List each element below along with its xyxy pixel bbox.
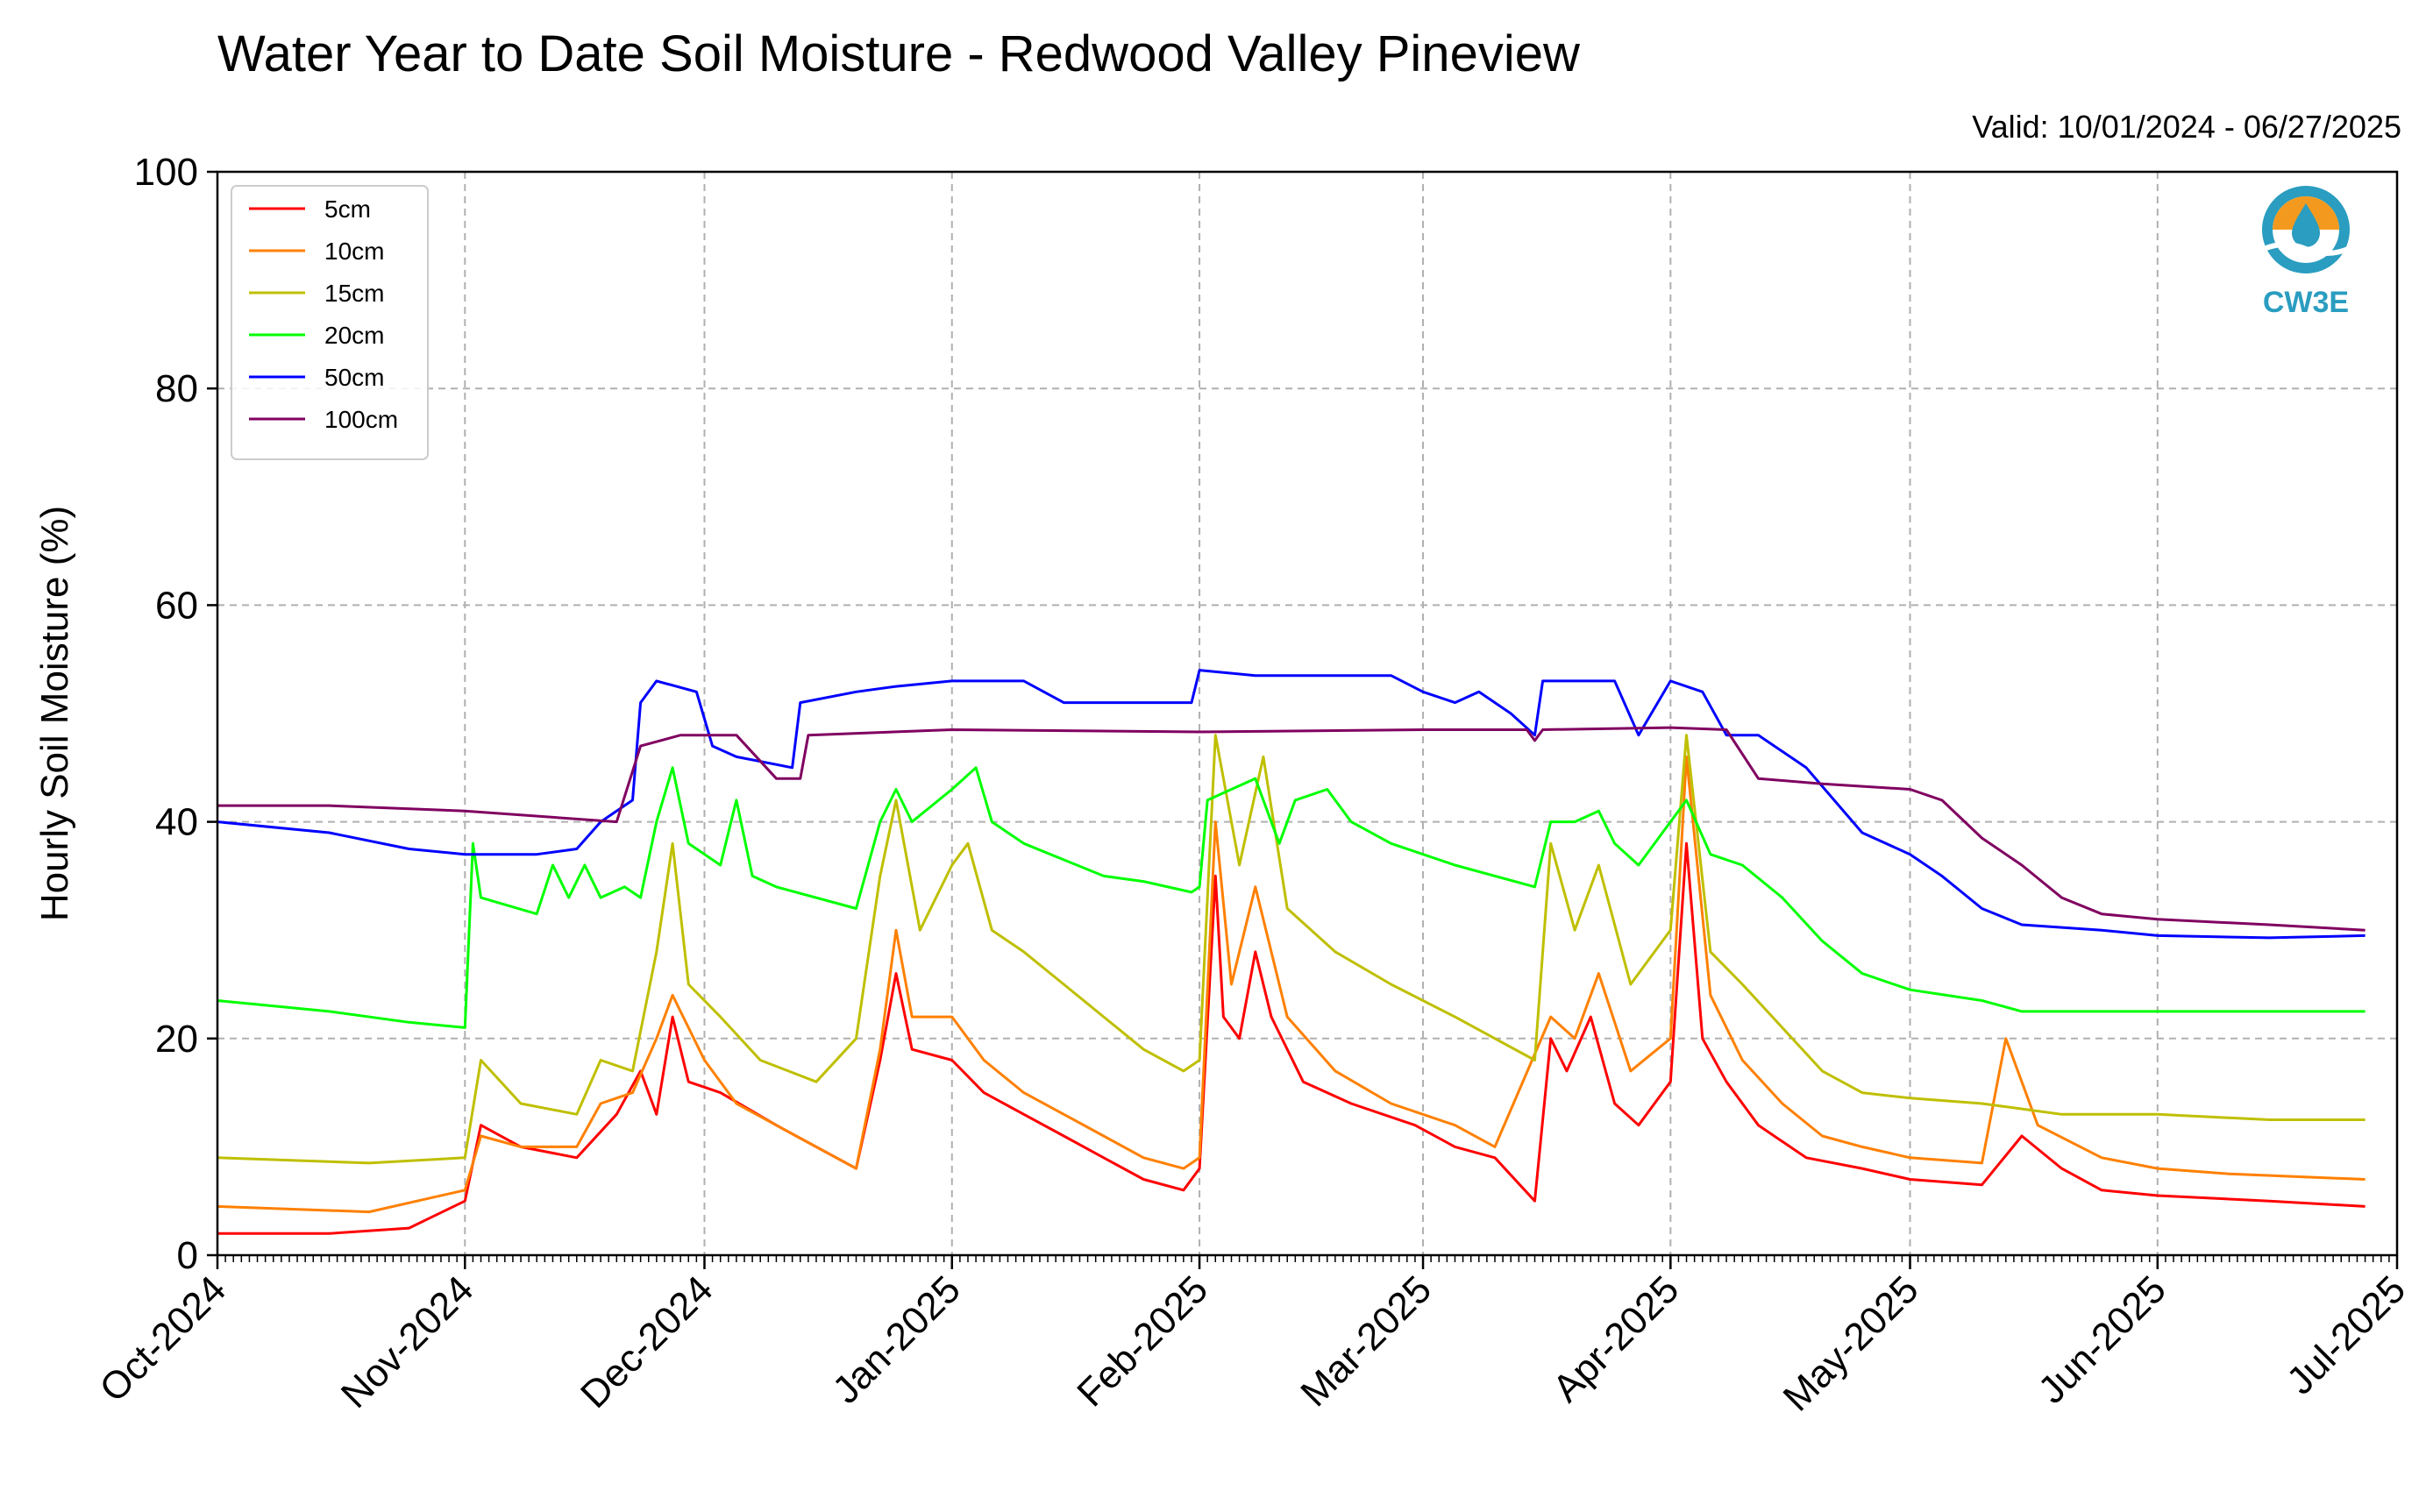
legend-label: 20cm [324, 322, 384, 349]
plot-frame [216, 170, 2399, 1257]
y-tick-label: 60 [155, 584, 198, 627]
legend-label: 50cm [324, 364, 384, 391]
x-tick-label: Mar-2025 [1292, 1267, 1440, 1415]
y-tick-label: 40 [155, 801, 198, 844]
series-line-5cm [217, 841, 2366, 1235]
x-tick-label: Apr-2025 [1545, 1267, 1688, 1410]
series-line-15cm [217, 734, 2366, 1165]
x-tick-label: Nov-2024 [333, 1267, 482, 1416]
valid-date-range: Valid: 10/01/2024 - 06/27/2025 [1963, 109, 2401, 146]
x-tick-label: Feb-2025 [1069, 1267, 1216, 1415]
x-tick-label: Dec-2024 [573, 1267, 722, 1416]
y-axis-title: Hourly Soil Moisture (%) [33, 506, 76, 921]
y-tick-label: 80 [155, 367, 198, 410]
legend: 5cm 10cm 15cm 20cm 50cm 100cm [231, 185, 429, 460]
series-lines [217, 669, 2366, 1235]
grid-lines [217, 171, 2398, 1256]
x-tick-label: Jun-2025 [2030, 1267, 2173, 1411]
logo-text: CW3E [2263, 286, 2349, 319]
logo-waves [2262, 242, 2350, 256]
legend-box [231, 185, 429, 460]
y-tick-label: 100 [134, 151, 198, 194]
series-line-10cm [217, 755, 2366, 1214]
axes: 0 20 40 60 80 100 Oct-2024 Nov-2024 Dec-2024 Jan-… [91, 151, 2414, 1419]
legend-label: 10cm [324, 238, 384, 265]
series-line-100cm [217, 726, 2366, 932]
chart-title: Water Year to Date Soil Moisture - Redwo… [217, 25, 1580, 82]
x-tick-label: May-2025 [1775, 1267, 1927, 1419]
legend-label: 5cm [324, 195, 371, 223]
series-line-50cm [217, 669, 2366, 940]
legend-label: 100cm [324, 406, 398, 433]
y-tick-label: 20 [155, 1018, 198, 1061]
legend-label: 15cm [324, 280, 384, 307]
valid-range: 10/01/2024 - 06/27/2025 [2057, 109, 2401, 145]
x-tick-label: Jan-2025 [824, 1267, 968, 1411]
valid-label: Valid: [1972, 109, 2049, 145]
x-tick-label: Oct-2024 [91, 1267, 234, 1410]
cw3e-logo: CW3E [2262, 186, 2350, 319]
y-tick-label: 0 [177, 1234, 198, 1277]
series-line-20cm [217, 766, 2366, 1029]
water-drop-icon [2292, 203, 2320, 247]
x-tick-label: Jul-2025 [2279, 1267, 2414, 1402]
